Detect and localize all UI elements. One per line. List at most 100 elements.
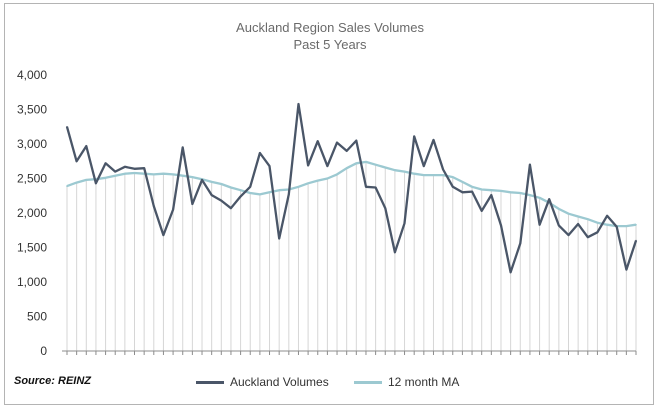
data-point-12-month-ma: [152, 173, 155, 176]
data-point-12-month-ma: [596, 221, 599, 224]
axes: [62, 350, 637, 355]
y-axis-ticks: 0 500 1,000 1,500 2,000 2,500 3,000 3,500 4,000: [17, 68, 47, 358]
data-point-12-month-ma: [85, 179, 88, 181]
series-group: [65, 102, 638, 274]
data-point-auckland-volumes: [104, 162, 107, 165]
data-point-auckland-volumes: [278, 237, 280, 240]
data-point-auckland-volumes: [480, 210, 483, 212]
data-point-12-month-ma: [490, 189, 493, 192]
data-point-auckland-volumes: [596, 231, 599, 234]
data-point-12-month-ma: [500, 190, 502, 192]
legend-label-auckland-volumes: Auckland Volumes: [230, 375, 329, 389]
y-tick-label: 2,000: [17, 206, 47, 220]
data-point-auckland-volumes: [413, 135, 415, 138]
chart-title: Auckland Region Sales Volumes: [236, 20, 424, 35]
data-point-12-month-ma: [75, 181, 78, 184]
data-point-auckland-volumes: [259, 152, 261, 154]
legend-swatch-12-month-ma: [354, 380, 382, 384]
data-point-auckland-volumes: [95, 182, 97, 185]
data-point-auckland-volumes: [625, 268, 628, 271]
data-point-12-month-ma: [519, 192, 522, 194]
data-point-auckland-volumes: [442, 168, 444, 171]
series-line-12-month-ma: [66, 160, 637, 228]
data-point-12-month-ma: [529, 194, 531, 196]
data-point-auckland-volumes: [114, 170, 117, 173]
data-point-12-month-ma: [172, 173, 174, 176]
legend-label-12-month-ma: 12 month MA: [388, 375, 460, 389]
data-point-auckland-volumes: [143, 167, 145, 169]
data-point-auckland-volumes: [577, 223, 579, 225]
data-point-12-month-ma: [365, 161, 367, 163]
data-point-12-month-ma: [220, 183, 223, 185]
legend-swatch-auckland-volumes: [196, 380, 224, 384]
data-point-auckland-volumes: [490, 194, 493, 196]
data-point-auckland-volumes: [548, 198, 551, 200]
data-point-auckland-volumes: [500, 224, 502, 227]
data-point-auckland-volumes: [152, 205, 155, 207]
data-point-auckland-volumes: [85, 145, 88, 147]
data-point-auckland-volumes: [230, 207, 232, 209]
data-point-12-month-ma: [451, 176, 454, 178]
data-point-auckland-volumes: [365, 185, 367, 188]
data-point-auckland-volumes: [606, 214, 608, 217]
data-point-auckland-volumes: [220, 199, 223, 202]
y-tick-label: 500: [27, 310, 47, 324]
data-point-auckland-volumes: [133, 168, 136, 170]
data-point-auckland-volumes: [384, 207, 387, 209]
data-point-auckland-volumes: [172, 208, 174, 211]
data-point-auckland-volumes: [471, 190, 473, 193]
source-note: Source: REINZ: [14, 375, 92, 387]
data-point-12-month-ma: [114, 174, 117, 177]
data-point-12-month-ma: [162, 172, 165, 175]
data-point-12-month-ma: [133, 172, 136, 174]
data-point-12-month-ma: [442, 174, 444, 176]
data-point-12-month-ma: [230, 186, 232, 189]
data-point-12-month-ma: [239, 189, 242, 192]
data-point-12-month-ma: [606, 223, 608, 226]
data-point-12-month-ma: [432, 174, 435, 176]
data-point-auckland-volumes: [201, 179, 203, 181]
legend-item-auckland-volumes: Auckland Volumes: [196, 374, 329, 390]
data-point-12-month-ma: [326, 177, 329, 180]
y-tick-label: 0: [40, 344, 47, 358]
data-point-auckland-volumes: [558, 224, 560, 227]
data-point-12-month-ma: [355, 162, 358, 165]
data-point-12-month-ma: [181, 174, 184, 177]
y-tick-label: 3,000: [17, 137, 47, 151]
data-point-auckland-volumes: [423, 165, 425, 167]
data-point-12-month-ma: [586, 218, 589, 221]
data-point-12-month-ma: [307, 182, 309, 185]
data-point-auckland-volumes: [394, 251, 396, 254]
data-point-auckland-volumes: [615, 226, 618, 228]
data-point-12-month-ma: [259, 193, 261, 196]
data-point-auckland-volumes: [162, 234, 165, 236]
data-point-12-month-ma: [471, 185, 473, 188]
data-point-auckland-volumes: [288, 193, 290, 196]
data-point-auckland-volumes: [249, 185, 252, 188]
data-point-auckland-volumes: [567, 234, 570, 236]
data-point-12-month-ma: [394, 169, 396, 172]
data-point-auckland-volumes: [586, 236, 589, 238]
data-point-12-month-ma: [538, 197, 541, 199]
data-point-auckland-volumes: [75, 160, 78, 163]
data-point-auckland-volumes: [297, 103, 300, 105]
data-point-12-month-ma: [461, 181, 464, 183]
data-point-auckland-volumes: [374, 186, 377, 189]
drop-lines: [66, 161, 637, 351]
data-point-auckland-volumes: [635, 239, 637, 242]
data-point-12-month-ma: [384, 166, 387, 169]
data-point-12-month-ma: [66, 185, 68, 187]
data-point-12-month-ma: [336, 173, 338, 176]
data-point-12-month-ma: [345, 167, 348, 169]
data-point-auckland-volumes: [239, 195, 242, 198]
chart-subtitle: Past 5 Years: [293, 37, 367, 52]
data-point-auckland-volumes: [432, 139, 435, 141]
data-point-12-month-ma: [191, 176, 194, 178]
data-point-auckland-volumes: [268, 165, 271, 167]
y-tick-label: 3,500: [17, 103, 47, 117]
data-point-12-month-ma: [124, 172, 126, 175]
data-point-auckland-volumes: [66, 125, 68, 128]
data-point-12-month-ma: [104, 177, 107, 179]
data-point-12-month-ma: [278, 189, 280, 192]
data-point-12-month-ma: [509, 191, 512, 194]
